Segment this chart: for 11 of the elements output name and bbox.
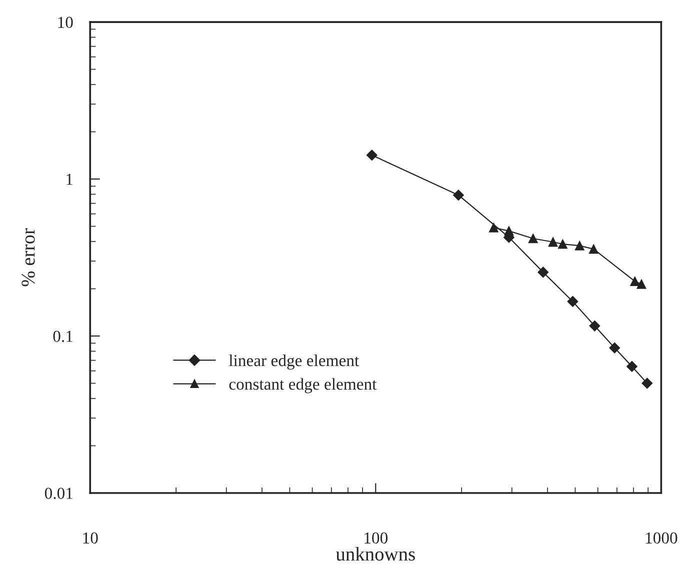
y-tick-label: 0.01 <box>44 488 72 500</box>
y-tick-label: 0.1 <box>53 330 72 342</box>
x-tick-label: 1000 <box>646 532 678 544</box>
legend-label: constant edge element <box>229 378 377 394</box>
x-tick-label: 10 <box>83 532 98 544</box>
x-tick-label: 100 <box>364 532 388 544</box>
y-tick-label: 1 <box>66 174 72 185</box>
y-axis-title: % error <box>22 228 35 286</box>
legend-label: linear edge element <box>228 354 360 370</box>
y-tick-label: 10 <box>58 16 73 28</box>
x-axis-title: unknowns <box>336 547 415 561</box>
